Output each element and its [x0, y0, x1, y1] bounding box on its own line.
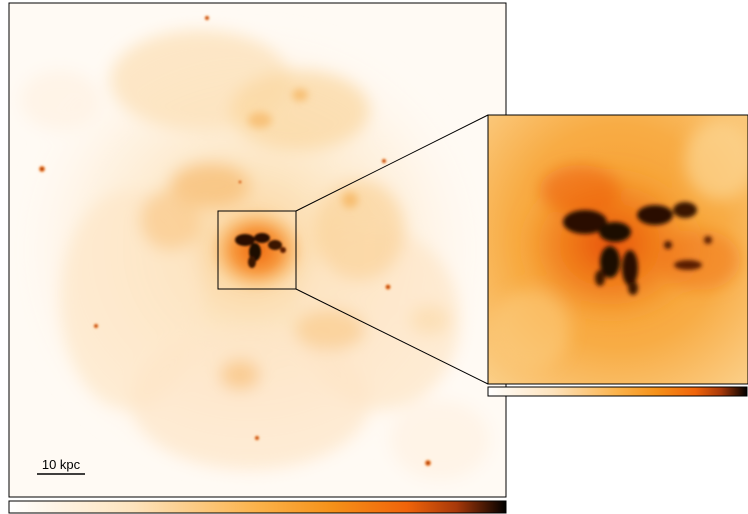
- zoom-image-frame: [487, 114, 748, 385]
- main-colorbar: [8, 500, 507, 514]
- zoom-region-box: [217, 210, 297, 290]
- point-sources: [38, 15, 432, 467]
- zoom-colorbar: [487, 386, 748, 397]
- zoom-connector-lines: [295, 114, 489, 385]
- scale-bar-label: 10 kpc: [42, 457, 81, 472]
- zoom-core-structure: [563, 202, 712, 295]
- core-structure: [235, 233, 286, 268]
- main-image-panel: 10 kpc: [9, 3, 506, 497]
- zoom-image-panel: [488, 115, 748, 384]
- scale-bar: 10 kpc: [37, 457, 85, 475]
